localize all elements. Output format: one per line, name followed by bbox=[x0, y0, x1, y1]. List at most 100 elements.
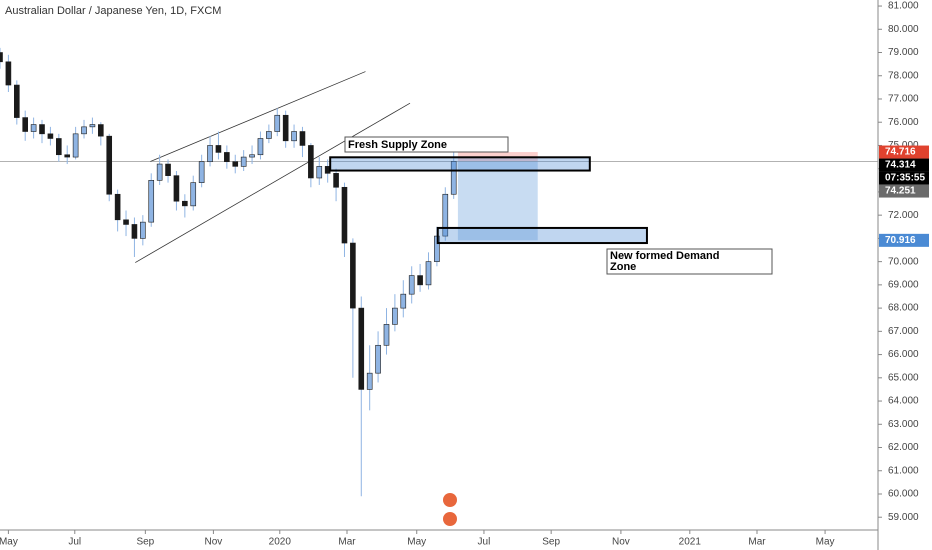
y-tick-label: 68.000 bbox=[888, 303, 919, 314]
y-tick-label: 60.000 bbox=[888, 489, 919, 500]
candle-body bbox=[56, 138, 62, 156]
y-tick-label: 67.000 bbox=[888, 326, 919, 337]
candle-body bbox=[358, 307, 365, 390]
price-label: 74.716 bbox=[885, 147, 916, 158]
candle-body bbox=[291, 131, 297, 142]
candle-body bbox=[240, 156, 247, 167]
candle-body bbox=[392, 307, 398, 325]
y-tick-label: 62.000 bbox=[888, 442, 919, 453]
candle-body bbox=[249, 154, 255, 158]
event-icons bbox=[443, 493, 457, 526]
candle-body bbox=[123, 219, 129, 225]
candle-body bbox=[333, 173, 339, 188]
x-tick-label: 2021 bbox=[679, 537, 702, 548]
candle-body bbox=[148, 180, 155, 223]
price-label-bg bbox=[879, 233, 929, 247]
y-tick-label: 65.000 bbox=[888, 372, 919, 383]
candle-body bbox=[190, 182, 197, 207]
event-icon bbox=[443, 512, 457, 526]
price-label-bg bbox=[879, 171, 929, 185]
y-tick-label: 59.000 bbox=[888, 512, 919, 523]
candle-body bbox=[39, 124, 45, 135]
candle-body bbox=[98, 124, 104, 137]
candle-body bbox=[282, 114, 289, 142]
zone bbox=[436, 226, 648, 245]
candle-body bbox=[64, 154, 71, 158]
candle-body bbox=[165, 163, 171, 176]
x-tick-label: Sep bbox=[542, 537, 560, 548]
price-label-bg bbox=[879, 145, 929, 159]
y-tick-label: 80.000 bbox=[888, 24, 919, 35]
price-label: 74.314 bbox=[885, 160, 916, 171]
candle-body bbox=[417, 275, 423, 286]
x-tick-label: May bbox=[0, 537, 18, 548]
candle-body bbox=[22, 117, 29, 132]
candle-body bbox=[341, 186, 348, 244]
y-tick-label: 72.000 bbox=[888, 210, 919, 221]
candle-body bbox=[450, 161, 457, 195]
event-icon bbox=[443, 493, 457, 507]
candle-body bbox=[72, 133, 79, 158]
price-label: 07:35:55 bbox=[885, 173, 925, 184]
chart-title: Australian Dollar / Japanese Yen, 1D, FX… bbox=[5, 5, 221, 17]
candle-body bbox=[350, 242, 356, 309]
x-tick-label: Sep bbox=[136, 537, 154, 548]
candle-body bbox=[140, 221, 146, 239]
plot: Fresh Supply Zone New formed Demand Zone bbox=[0, 47, 878, 497]
candle-body bbox=[257, 138, 264, 156]
x-tick-label: Nov bbox=[612, 537, 630, 548]
candle-body bbox=[114, 193, 121, 221]
candle-body bbox=[215, 145, 222, 153]
price-label-bg bbox=[879, 184, 929, 198]
zone bbox=[329, 156, 591, 172]
y-tick-label: 70.000 bbox=[888, 256, 919, 267]
candle-body bbox=[316, 166, 323, 179]
x-tick-label: May bbox=[816, 537, 835, 548]
x-tick-label: Mar bbox=[748, 537, 766, 548]
candle-body bbox=[106, 135, 113, 195]
y-tick-label: 64.000 bbox=[888, 396, 919, 407]
candle-body bbox=[299, 131, 306, 146]
candle-body bbox=[232, 161, 239, 167]
candle-body bbox=[14, 84, 20, 118]
x-tick-label: Mar bbox=[338, 537, 356, 548]
y-tick-label: 69.000 bbox=[888, 280, 919, 291]
candle-body bbox=[383, 324, 390, 346]
annotation-box bbox=[344, 136, 509, 153]
candle-body bbox=[5, 61, 12, 86]
candle-body bbox=[425, 261, 432, 286]
candle-body bbox=[375, 344, 381, 374]
y-tick-label: 79.000 bbox=[888, 47, 919, 58]
x-tick-label: Nov bbox=[205, 537, 223, 548]
candle-body bbox=[182, 200, 188, 207]
x-tick-label: Jul bbox=[478, 537, 491, 548]
x-tick-label: 2020 bbox=[269, 537, 292, 548]
price-label: 74.251 bbox=[885, 186, 916, 197]
trend-line bbox=[150, 71, 366, 162]
candle-body bbox=[400, 293, 407, 309]
candle-body bbox=[442, 193, 449, 237]
candle-body bbox=[89, 124, 96, 128]
y-tick-label: 63.000 bbox=[888, 419, 919, 430]
candle-body bbox=[0, 52, 3, 63]
candle-body bbox=[408, 275, 415, 295]
y-tick-label: 77.000 bbox=[888, 94, 919, 105]
y-tick-label: 66.000 bbox=[888, 349, 919, 360]
candle-body bbox=[131, 224, 138, 239]
candle-body bbox=[224, 152, 230, 163]
y-tick-label: 76.000 bbox=[888, 117, 919, 128]
trend-line bbox=[135, 102, 411, 263]
annotation-text: Fresh Supply Zone bbox=[348, 139, 447, 151]
candle-body bbox=[366, 372, 373, 390]
candle-body bbox=[47, 133, 54, 139]
annotation-text: New formed Demand Zone bbox=[610, 250, 719, 273]
candle-body bbox=[156, 163, 163, 181]
candle-body bbox=[198, 161, 205, 183]
x-tick-label: Jul bbox=[68, 537, 81, 548]
y-tick-label: 78.000 bbox=[888, 70, 919, 81]
candle-body bbox=[173, 175, 180, 202]
candle-body bbox=[81, 126, 87, 135]
